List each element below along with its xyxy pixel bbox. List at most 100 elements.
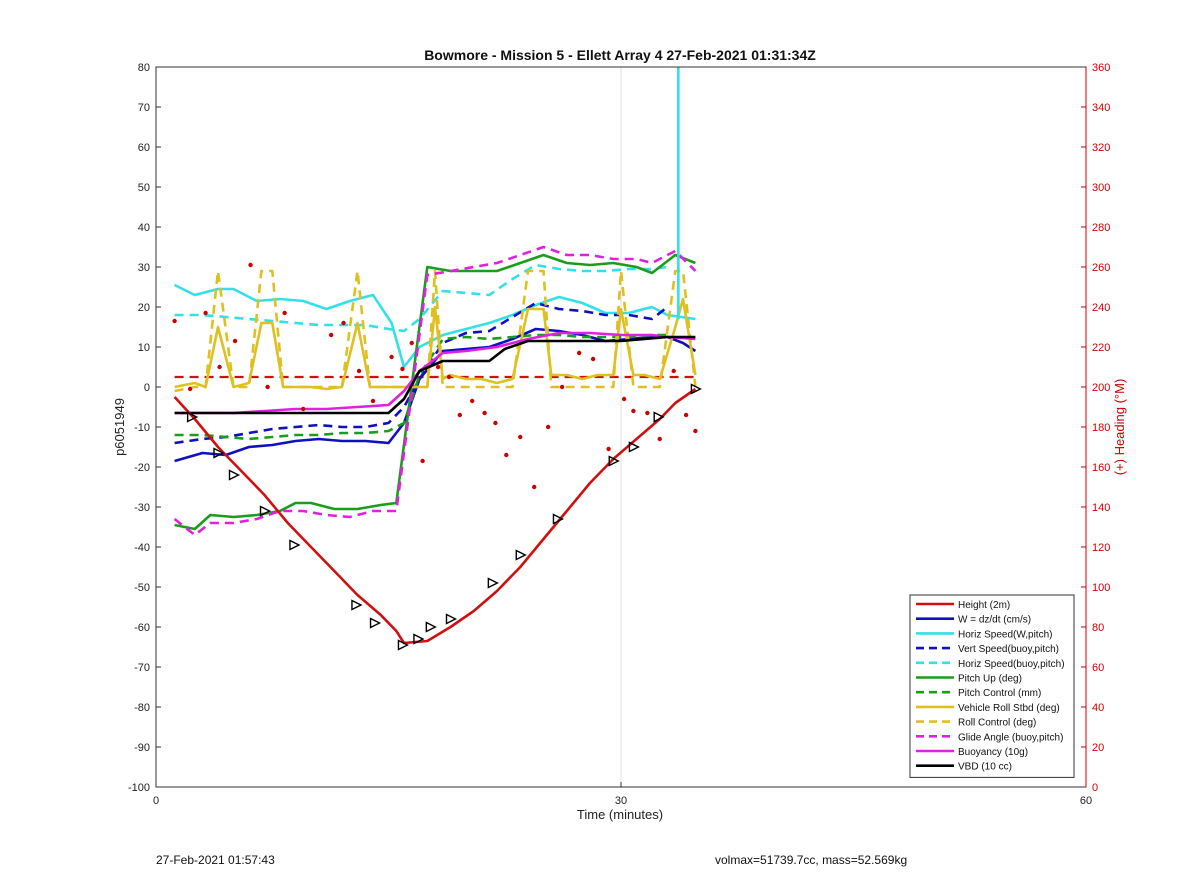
height-marker [608, 455, 620, 467]
height-marker [690, 383, 702, 395]
heading-point [482, 410, 487, 416]
y-tick-label: -60 [134, 622, 150, 634]
y2-tick-label: 260 [1092, 262, 1110, 274]
x-axis-label: Time (minutes) [577, 807, 663, 822]
heading-point [683, 412, 689, 418]
series-line [174, 333, 668, 441]
height-marker [515, 549, 527, 561]
heading-point [671, 368, 676, 374]
legend-label: W = dz/dt (cm/s) [958, 615, 1031, 626]
height-marker [628, 441, 640, 453]
height-marker [445, 613, 458, 625]
height-marker [653, 411, 665, 423]
series-line [173, 245, 697, 537]
y2-tick-label: 140 [1092, 502, 1110, 514]
heading-point [370, 398, 376, 404]
heading-point [282, 310, 287, 316]
heading-point [645, 410, 650, 416]
y-tick-label: 20 [138, 302, 150, 314]
heading-point [232, 338, 238, 344]
heading-point [446, 374, 452, 380]
height-marker [351, 599, 363, 611]
height-marker [552, 513, 565, 525]
y2-tick-label: 20 [1092, 742, 1104, 754]
heading-point [606, 446, 611, 452]
height-marker [487, 577, 499, 589]
legend-label: Height (2m) [958, 600, 1010, 611]
y2-tick-label: 240 [1092, 302, 1110, 314]
heading-point [420, 458, 425, 464]
legend-label: Buoyancy (10g) [958, 747, 1028, 758]
y-tick-label: -90 [134, 742, 150, 754]
heading-point [265, 384, 270, 390]
series-line [174, 263, 668, 333]
y-tick-label: 60 [138, 142, 150, 154]
legend-label: Horiz Speed(buoy,pitch) [958, 659, 1065, 670]
y-tick-label: 0 [144, 382, 150, 394]
height-marker [259, 505, 272, 517]
y-tick-label: -20 [134, 462, 150, 474]
heading-point [621, 396, 627, 402]
heading-point [187, 386, 193, 392]
heading-point [457, 412, 462, 418]
y-tick-label: -80 [134, 702, 150, 714]
height-marker [425, 621, 437, 633]
legend-label: VBD (10 cc) [958, 762, 1012, 773]
y2-tick-label: 100 [1092, 582, 1110, 594]
heading-point [356, 368, 362, 374]
y2-tick-label: 180 [1092, 422, 1110, 434]
heading-point [435, 364, 441, 370]
y-tick-label: -50 [134, 582, 150, 594]
series-line [174, 253, 696, 531]
height-markers [186, 383, 702, 651]
legend-label: Pitch Up (deg) [958, 674, 1022, 685]
y-axis-label: p6051949 [112, 398, 127, 456]
y2-tick-label: 220 [1092, 342, 1110, 354]
x-tick-label: 30 [615, 795, 627, 807]
heading-point [693, 428, 698, 434]
heading-point [590, 356, 596, 362]
height-marker [397, 639, 410, 651]
y2-tick-label: 120 [1092, 542, 1110, 554]
height-marker [413, 633, 425, 645]
legend-label: Horiz Speed(W,pitch) [958, 629, 1052, 640]
y2-tick-label: 320 [1092, 142, 1110, 154]
heading-point [545, 424, 551, 430]
heading-point [631, 408, 636, 414]
y-tick-label: -10 [134, 422, 150, 434]
y-tick-label: -40 [134, 542, 150, 554]
y2-tick-label: 200 [1092, 382, 1110, 394]
heading-point [172, 318, 177, 324]
footer-date: 27-Feb-2021 01:57:43 [156, 853, 275, 867]
heading-point [400, 366, 405, 372]
y2-tick-label: 300 [1092, 182, 1110, 194]
y2-tick-label: 340 [1092, 102, 1110, 114]
y-tick-label: 10 [138, 342, 150, 354]
heading-point [518, 434, 523, 440]
height-marker [228, 469, 241, 481]
y2-tick-label: 360 [1092, 62, 1110, 74]
y-axis-left-ticks: 80 70 60 50 40 30 20 10 0 -10 -20 -30 -40 -50 -60 -70 -8… [128, 62, 161, 794]
legend: Height (2m) W = dz/dt (cm/s) Horiz Speed(W… [909, 594, 1075, 778]
heading-point [389, 354, 394, 360]
heading-point [203, 310, 208, 316]
heading-point [504, 452, 509, 458]
y2-tick-label: 40 [1092, 702, 1104, 714]
y2-tick-label: 160 [1092, 462, 1110, 474]
heading-point [657, 436, 662, 442]
heading-point [493, 420, 498, 426]
legend-label: Vert Speed(buoy,pitch) [958, 644, 1059, 655]
series-line [174, 331, 696, 415]
footer-stats: volmax=51739.7cc, mass=52.569kg [715, 853, 908, 867]
y-tick-label: -100 [128, 782, 150, 794]
heading-point [559, 384, 565, 390]
height-marker [289, 539, 301, 551]
heading-point [532, 484, 537, 490]
legend-label: Glide Angle (buoy,pitch) [958, 732, 1063, 743]
heading-point [301, 406, 306, 412]
height-marker [213, 447, 225, 459]
heading-point [217, 364, 222, 370]
heading-point [328, 332, 334, 338]
series-line [174, 269, 697, 393]
